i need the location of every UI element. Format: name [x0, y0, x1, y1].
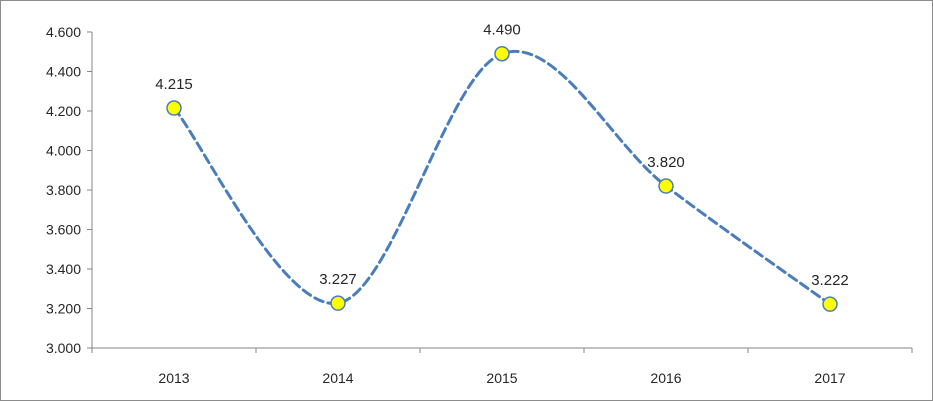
data-label: 3.820 — [647, 154, 685, 171]
series-line — [172, 50, 832, 306]
x-tick-label: 2014 — [322, 370, 353, 386]
data-label: 4.490 — [483, 22, 521, 39]
y-tick-label: 3.600 — [46, 222, 81, 238]
y-tick-label: 3.000 — [46, 340, 81, 356]
y-tick-label: 3.400 — [46, 261, 81, 277]
data-point-marker — [822, 296, 838, 312]
x-tick-label: 2017 — [814, 370, 845, 386]
data-labels: 4.215 3.227 4.490 3.820 3.222 — [155, 22, 849, 289]
x-tick-label: 2013 — [158, 370, 189, 386]
data-label: 4.215 — [155, 76, 193, 93]
data-point-marker — [494, 45, 510, 62]
data-label: 3.227 — [319, 271, 357, 288]
data-point-marker — [658, 178, 674, 194]
y-tick-label: 4.200 — [46, 103, 81, 119]
y-tick-label: 4.000 — [46, 143, 81, 159]
data-point-marker — [166, 100, 182, 116]
x-tick-labels: 2013 2014 2015 2016 2017 — [158, 370, 845, 386]
data-markers — [166, 45, 838, 312]
y-tick-label: 4.400 — [46, 64, 81, 80]
axes — [87, 31, 913, 353]
y-tick-label: 4.600 — [46, 24, 81, 40]
data-label: 3.222 — [811, 272, 849, 289]
x-tick-label: 2016 — [650, 370, 681, 386]
x-tick-label: 2015 — [486, 370, 517, 386]
y-tick-label: 3.800 — [46, 182, 81, 198]
data-point-marker — [330, 295, 346, 311]
y-tick-labels: 3.000 3.200 3.400 3.600 3.800 4.000 4.200 4.400… — [46, 24, 81, 356]
y-tick-label: 3.200 — [46, 301, 81, 317]
